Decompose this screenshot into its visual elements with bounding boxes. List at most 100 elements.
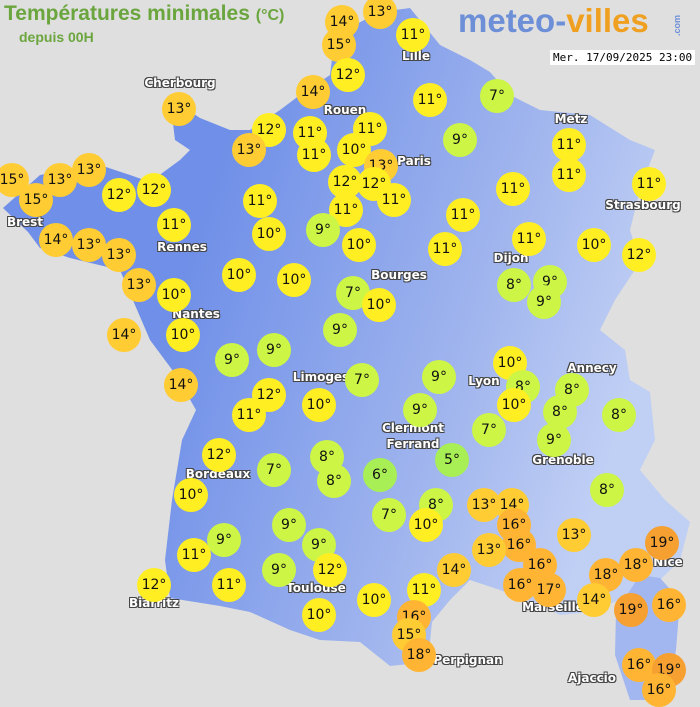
temperature-marker[interactable]: 11° [496,172,530,206]
temperature-marker[interactable]: 10° [357,583,391,617]
temperature-marker[interactable]: 10° [409,508,443,542]
temperature-marker[interactable]: 11° [212,568,246,602]
logo[interactable]: meteo-villes .com [458,2,682,40]
temperature-marker[interactable]: 7° [345,363,379,397]
temperature-marker[interactable]: 9° [262,553,296,587]
temperature-marker[interactable]: 9° [207,523,241,557]
city-label: Grenoble [532,453,594,467]
temperature-marker[interactable]: 14° [107,318,141,352]
temperature-marker[interactable]: 14° [39,223,73,257]
temperature-marker[interactable]: 9° [215,343,249,377]
temperature-marker[interactable]: 12° [202,438,236,472]
temperature-marker[interactable]: 15° [322,28,356,62]
temperature-marker[interactable]: 9° [443,123,477,157]
temperature-marker[interactable]: 10° [222,258,256,292]
city-label: Metz [554,112,588,126]
temperature-marker[interactable]: 16° [503,568,537,602]
temperature-marker[interactable]: 6° [363,458,397,492]
temperature-marker[interactable]: 13° [72,228,106,262]
temperature-marker[interactable]: 13° [363,0,397,29]
logo-part: .com [672,14,682,36]
temperature-marker[interactable]: 10° [166,318,200,352]
temperature-marker[interactable]: 13° [43,163,77,197]
temperature-marker[interactable]: 8° [497,268,531,302]
temperature-marker[interactable]: 10° [302,598,336,632]
temperature-marker[interactable]: 10° [252,217,286,251]
temperature-marker[interactable]: 7° [257,453,291,487]
temperature-marker[interactable]: 10° [157,278,191,312]
temperature-marker[interactable]: 13° [102,238,136,272]
temperature-marker[interactable]: 13° [557,518,591,552]
temperature-marker[interactable]: 9° [527,285,561,319]
temperature-marker[interactable]: 12° [328,165,362,199]
temperature-marker[interactable]: 13° [72,153,106,187]
temperature-marker[interactable]: 7° [480,79,514,113]
temperature-marker[interactable]: 11° [243,184,277,218]
temperature-marker[interactable]: 7° [336,276,370,310]
temperature-marker[interactable]: 17° [532,573,566,607]
temperature-marker[interactable]: 12° [102,178,136,212]
temperature-marker[interactable]: 19° [645,526,679,560]
temperature-marker[interactable]: 7° [472,413,506,447]
temperature-marker[interactable]: 13° [162,92,196,126]
temperature-marker[interactable]: 11° [428,232,462,266]
city-label: Paris [397,154,431,168]
temperature-marker[interactable]: 16° [652,588,686,622]
temperature-marker[interactable]: 10° [302,388,336,422]
temperature-marker[interactable]: 11° [396,18,430,52]
temperature-marker[interactable]: 16° [642,673,676,707]
temperature-marker[interactable]: 10° [277,263,311,297]
temperature-marker[interactable]: 18° [619,548,653,582]
temperature-marker[interactable]: 10° [362,288,396,322]
city-label: Perpignan [433,653,503,667]
temperature-marker[interactable]: 9° [323,313,357,347]
temperature-marker[interactable]: 9° [272,508,306,542]
temperature-marker[interactable]: 11° [512,222,546,256]
temperature-marker[interactable]: 9° [306,213,340,247]
temperature-marker[interactable]: 7° [372,498,406,532]
city-label: Biarritz [128,596,180,610]
map-subtitle: depuis 00H [19,29,94,45]
city-label: Bourges [371,268,427,282]
temperature-marker[interactable]: 12° [622,238,656,272]
temperature-marker[interactable]: 10° [497,388,531,422]
city-label: Bordeaux [185,467,251,481]
temperature-marker[interactable]: 13° [232,133,266,167]
temperature-marker[interactable]: 14° [164,368,198,402]
temperature-marker[interactable]: 9° [403,393,437,427]
temperature-marker[interactable]: 14° [437,553,471,587]
temperature-marker[interactable]: 19° [614,593,648,627]
temperature-marker[interactable]: 10° [577,228,611,262]
temperature-marker[interactable]: 5° [435,443,469,477]
temperature-marker[interactable]: 10° [174,478,208,512]
temperature-marker[interactable]: 9° [257,333,291,367]
temperature-marker[interactable]: 11° [552,128,586,162]
temperature-marker[interactable]: 13° [472,533,506,567]
temperature-marker[interactable]: 8° [317,464,351,498]
temperature-marker[interactable]: 8° [590,473,624,507]
temperature-marker[interactable]: 8° [602,398,636,432]
temperature-marker[interactable]: 11° [177,538,211,572]
temperature-marker[interactable]: 13° [122,268,156,302]
temperature-marker[interactable]: 11° [377,183,411,217]
temperature-marker[interactable]: 11° [297,138,331,172]
temperature-marker[interactable]: 11° [552,158,586,192]
temperature-marker[interactable]: 11° [446,198,480,232]
temperature-marker[interactable]: 9° [422,360,456,394]
temperature-marker[interactable]: 13° [467,488,501,522]
temperature-marker[interactable]: 11° [632,167,666,201]
datetime-label: Mer. 17/09/2025 23:00 [550,50,696,65]
temperature-marker[interactable]: 14° [296,75,330,109]
temperature-marker[interactable]: 14° [577,583,611,617]
temperature-marker[interactable]: 11° [232,398,266,432]
temperature-marker[interactable]: 12° [252,113,286,147]
temperature-marker[interactable]: 12° [313,553,347,587]
temperature-marker[interactable]: 12° [137,568,171,602]
temperature-marker[interactable]: 9° [537,423,571,457]
temperature-marker[interactable]: 10° [342,228,376,262]
temperature-marker[interactable]: 18° [402,638,436,672]
temperature-marker[interactable]: 12° [331,58,365,92]
temperature-marker[interactable]: 11° [157,208,191,242]
temperature-marker[interactable]: 11° [413,83,447,117]
temperature-marker[interactable]: 12° [137,173,171,207]
